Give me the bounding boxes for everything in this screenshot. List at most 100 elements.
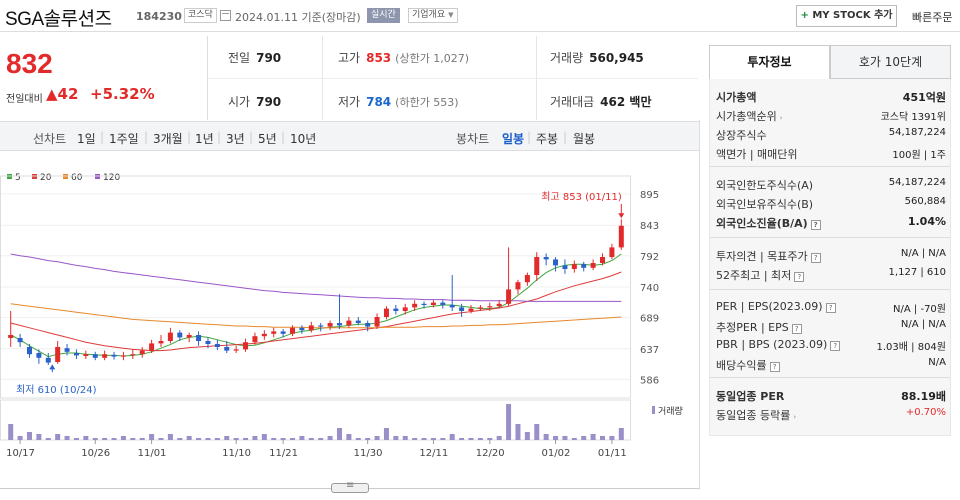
volume-bar (177, 438, 183, 440)
y-tick-label: 843 (640, 221, 659, 232)
candle-body (440, 302, 446, 305)
prev-close-value: 790 (256, 51, 282, 65)
add-my-stock-button[interactable]: + MY STOCK 추가 (796, 5, 897, 27)
volume-bar (543, 434, 549, 440)
period-1w[interactable]: 1주일 (109, 132, 139, 146)
candle-body (243, 342, 249, 350)
candle-body (177, 332, 183, 338)
info-row-value: 1.04% (907, 215, 946, 228)
candle-body (271, 331, 277, 334)
candle-body (459, 307, 465, 311)
info-row-value: 54,187,224 (888, 177, 946, 188)
help-icon[interactable]: ? (791, 324, 802, 334)
volume-bar (609, 436, 615, 440)
volume-bar (412, 438, 418, 440)
candle-body (261, 333, 267, 337)
info-row-value: 100원 | 1주 (892, 150, 946, 161)
volume-bar (73, 438, 79, 440)
volume-bar (139, 438, 145, 440)
candle-weekly[interactable]: 주봉 (536, 132, 559, 146)
period-1d[interactable]: 1일 (77, 132, 96, 146)
candle-body (609, 247, 615, 257)
candle-body (102, 354, 108, 358)
help-icon[interactable]: ? (830, 341, 841, 351)
period-3m[interactable]: 3개월 (153, 132, 183, 146)
chevron-right-icon[interactable]: › (779, 114, 783, 122)
period-1y[interactable]: 1년 (195, 132, 214, 146)
help-icon[interactable]: ? (769, 362, 780, 372)
candle-body (130, 354, 136, 356)
info-row-label: PER | EPS(2023.09)? (716, 300, 836, 313)
tab-investment-info[interactable]: 투자정보 (709, 45, 830, 79)
volume-bar (571, 438, 577, 440)
chart-scroll-handle[interactable] (331, 480, 369, 493)
x-tick-label: 10/17 (6, 448, 35, 459)
period-5y[interactable]: 5년 (258, 132, 277, 146)
candle-body (600, 257, 606, 263)
quick-order-link[interactable]: 빠른주문 (912, 11, 953, 24)
candle-body (111, 354, 117, 357)
plus-icon: + (800, 10, 809, 21)
ma-line-60 (10, 303, 622, 329)
volume-bar (383, 428, 389, 440)
company-overview-dropdown[interactable]: 기업개요 ▼ (408, 8, 458, 23)
company-overview-label: 기업개요 (412, 10, 446, 20)
candle-body (571, 264, 577, 269)
trade-amount: 거래대금 462 백만 (550, 93, 651, 110)
candle-chart-label: 봉차트 (456, 132, 490, 146)
x-tick-label: 10/26 (81, 448, 110, 459)
volume-bar (553, 436, 559, 440)
period-10y[interactable]: 10년 (290, 132, 317, 146)
tab-order-book[interactable]: 호가 10단계 (830, 45, 951, 79)
low-annotation: 최저 610 (10/24) (16, 384, 97, 396)
volume-bar (308, 438, 314, 440)
legend-ma5-label: 5 (15, 173, 21, 183)
x-tick-label: 11/01 (138, 448, 167, 459)
ma-line-20 (10, 271, 622, 352)
info-row-label: 시가총액 (716, 91, 757, 104)
candle-body (336, 323, 342, 326)
help-icon[interactable]: ? (794, 272, 805, 282)
candle-daily[interactable]: 일봉 (502, 132, 525, 146)
y-tick-label: 637 (640, 345, 659, 356)
volume-bar (252, 436, 258, 440)
volume-bar (600, 436, 606, 440)
volume-bar (64, 436, 70, 440)
info-row: 시가총액순위 › 코스닥 1391위 (716, 106, 946, 125)
candle-body (383, 308, 389, 317)
candle-body (36, 353, 42, 358)
help-icon[interactable]: ? (825, 303, 836, 313)
volume-bar (487, 438, 493, 440)
candle-body (477, 307, 483, 309)
volume-bar (562, 436, 568, 440)
stock-header: SGA솔루션즈 184230 코스닥 2024.01.11 기준(장마감) 실시… (0, 0, 960, 32)
candle-body (26, 347, 32, 355)
candle-body (590, 263, 596, 268)
info-row-value: +0.70% (905, 407, 946, 418)
realtime-button[interactable]: 실시간 (367, 8, 400, 23)
candle-body (83, 354, 89, 356)
volume-bar (327, 436, 333, 440)
open-value: 790 (256, 95, 282, 109)
price-chart[interactable]: 895 843 792 740 689 637 586 최고 853 (01/11) 최저 61… (0, 166, 699, 488)
candle-monthly[interactable]: 월봉 (573, 132, 596, 146)
candle-body (468, 308, 474, 311)
low-price: 저가 784 (하한가 553) (338, 93, 459, 110)
volume-bar (393, 436, 399, 440)
candle-body (524, 275, 530, 283)
volume-bar (449, 434, 455, 440)
volume-bar (92, 438, 98, 440)
market-badge: 코스닥 (184, 8, 217, 23)
candle-body (252, 336, 258, 343)
help-icon[interactable]: ? (810, 253, 821, 263)
help-icon[interactable]: ? (810, 220, 821, 230)
chevron-right-icon[interactable]: › (793, 413, 797, 421)
period-3y[interactable]: 3년 (226, 132, 245, 146)
candle-body (224, 347, 230, 351)
change-percent: +5.32% (90, 85, 155, 103)
info-row-label: 외국인소진율(B/A)? (716, 215, 821, 231)
candle-body (290, 327, 296, 334)
amount-label: 거래대금 (550, 95, 595, 109)
calendar-icon (220, 10, 231, 21)
chart-frame (0, 120, 700, 490)
